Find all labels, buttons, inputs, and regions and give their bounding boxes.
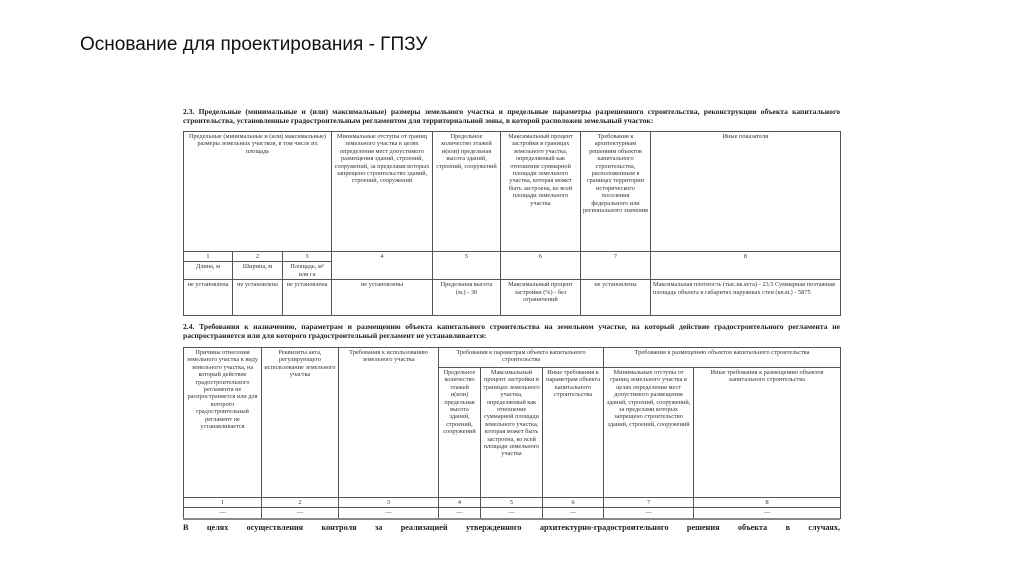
unit-cell: Ширина, м bbox=[232, 261, 283, 281]
table-2-4: Причины отнесения земельного участка к в… bbox=[183, 347, 842, 519]
number-cell: 8 bbox=[650, 250, 841, 281]
number-cell: 2 bbox=[261, 496, 339, 509]
number-cell: 4 bbox=[331, 250, 433, 281]
subheader-cell: Предельное количество этажей и(или) пред… bbox=[438, 367, 481, 498]
header-cell: Минимальные отступы от границ земельного… bbox=[331, 131, 433, 252]
group-header-placement: Требования к размещению объектов капитал… bbox=[603, 347, 842, 368]
number-cell: 7 bbox=[580, 250, 651, 281]
header-cell: Реквизиты акта, регулирующего использова… bbox=[261, 347, 339, 498]
dash-cell: — bbox=[261, 507, 339, 519]
header-cell: Максимальный процент застройки в граница… bbox=[500, 131, 581, 252]
dash-cell: — bbox=[438, 507, 481, 519]
value-cell: не установлены bbox=[331, 279, 433, 317]
subheader-cell: Иные требования к размещению объектов ка… bbox=[693, 367, 842, 498]
value-cell: Максимальный процент застройки (%) - без… bbox=[500, 279, 581, 317]
value-cell: не установлена bbox=[183, 279, 233, 317]
dash-cell: — bbox=[338, 507, 439, 519]
number-cell: 3 bbox=[282, 250, 332, 263]
number-cell: 6 bbox=[500, 250, 581, 281]
number-cell: 2 bbox=[232, 250, 283, 263]
unit-cell: Площадь, м² или га bbox=[282, 261, 332, 281]
number-cell: 5 bbox=[432, 250, 501, 281]
header-cell: Иные показатели bbox=[650, 131, 841, 252]
section-2-4: 2.4. Требования к назначению, параметрам… bbox=[183, 322, 842, 519]
dash-cell: — bbox=[603, 507, 695, 519]
slide-title: Основание для проектирования - ГПЗУ bbox=[80, 34, 428, 55]
value-cell: не установлена bbox=[232, 279, 283, 317]
dash-cell: — bbox=[480, 507, 543, 519]
section-2-3: 2.3. Предельные (минимальные и (или) мак… bbox=[183, 107, 841, 317]
dash-cell: — bbox=[183, 507, 262, 519]
subheader-cell: Иные требования к параметрам объекта кап… bbox=[541, 367, 605, 498]
number-cell: 5 bbox=[480, 496, 543, 509]
number-cell: 3 bbox=[338, 496, 439, 509]
header-cell: Требования к архитектурным решениям объе… bbox=[580, 131, 651, 252]
number-cell: 6 bbox=[541, 496, 605, 509]
number-cell: 8 bbox=[693, 496, 842, 509]
dash-cell: — bbox=[541, 507, 605, 519]
section-2-4-heading: 2.4. Требования к назначению, параметрам… bbox=[183, 322, 840, 340]
number-cell: 4 bbox=[438, 496, 481, 509]
header-cell: Предельное количество этажей и(или) пред… bbox=[432, 131, 501, 252]
header-cell: Причины отнесения земельного участка к в… bbox=[183, 347, 262, 498]
value-cell: Предельная высота (м.) - 30 bbox=[432, 279, 501, 317]
value-cell: не установлена bbox=[282, 279, 332, 317]
group-header-params: Требования к параметрам объекта капиталь… bbox=[437, 347, 605, 368]
unit-cell: Длина, м bbox=[183, 261, 233, 281]
table-2-3: Предельные (минимальные и (или) максимал… bbox=[183, 131, 841, 317]
number-cell: 1 bbox=[183, 250, 233, 263]
number-cell: 1 bbox=[183, 496, 262, 509]
value-cell: Максимальная плотность (тыс.кв.м/га) - 2… bbox=[650, 279, 841, 317]
subheader-cell: Максимальный процент застройки в граница… bbox=[480, 367, 543, 498]
dash-cell: — bbox=[693, 507, 842, 519]
number-cell: 7 bbox=[603, 496, 695, 509]
divider bbox=[183, 518, 840, 520]
value-cell: не установлены bbox=[580, 279, 651, 317]
header-cell: Требования к использованию земельного уч… bbox=[338, 347, 439, 498]
subheader-cell: Минимальные отступы от границ земельного… bbox=[603, 367, 695, 498]
section-2-3-heading: 2.3. Предельные (минимальные и (или) мак… bbox=[183, 107, 840, 125]
header-cell: Предельные (минимальные и (или) максимал… bbox=[183, 131, 332, 252]
footer-paragraph: В целях осуществления контроля за реализ… bbox=[183, 523, 840, 532]
